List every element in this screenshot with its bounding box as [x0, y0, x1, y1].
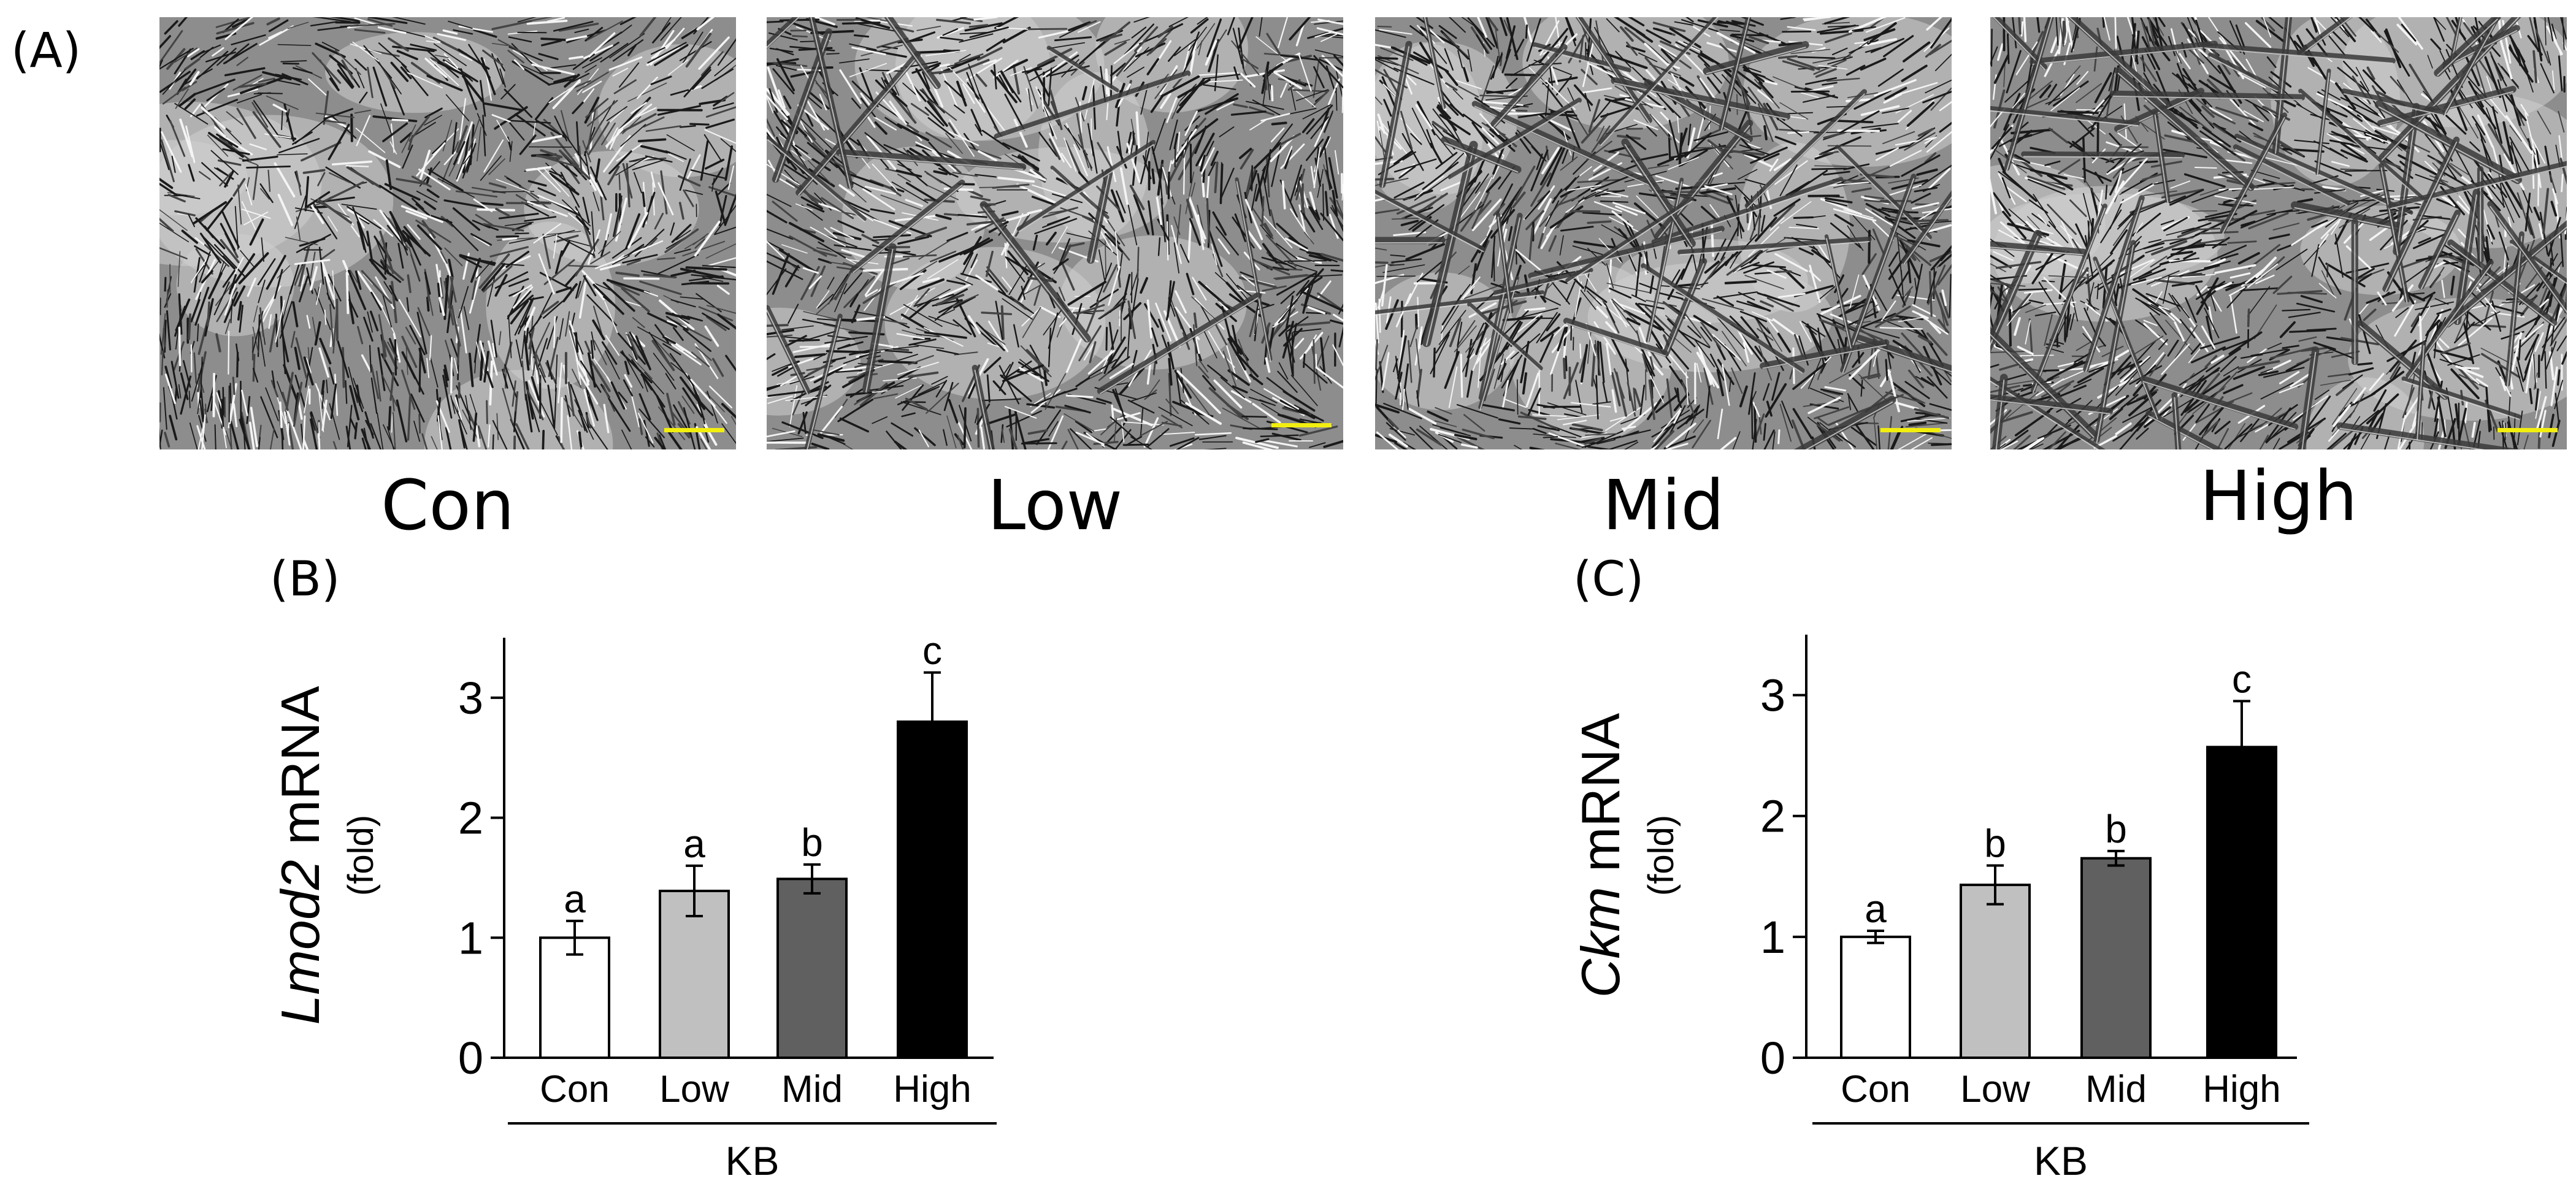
- x-tick-label: High: [2202, 1068, 2281, 1110]
- micrograph-caption-con: Con: [381, 466, 515, 546]
- y-axis-suffix: mRNA: [1570, 713, 1631, 887]
- y-axis-label: Ckm mRNA: [1570, 713, 1631, 998]
- bar-high: [897, 720, 968, 1059]
- significance-letter: a: [1865, 887, 1887, 931]
- y-axis-label: Lmod2 mRNA: [270, 686, 331, 1025]
- y-tick-label: 0: [458, 1033, 483, 1083]
- x-axis-label: KB: [725, 1138, 779, 1183]
- significance-letter: b: [801, 820, 823, 865]
- x-tick-label: High: [893, 1068, 972, 1110]
- bar-low: [659, 889, 730, 1059]
- bar-con: [539, 936, 610, 1060]
- micrograph-caption-high: High: [2199, 457, 2358, 537]
- scale-bar: [1880, 428, 1941, 432]
- bar-mid: [776, 877, 848, 1060]
- significance-letter: b: [2105, 807, 2127, 851]
- bar-con: [1840, 935, 1911, 1060]
- y-axis-sublabel: (fold): [1641, 815, 1681, 896]
- scale-bar: [664, 428, 724, 432]
- scale-bar: [2497, 428, 2558, 432]
- y-axis-gene: Ckm: [1570, 887, 1631, 998]
- bar-low: [1960, 884, 2031, 1059]
- x-tick-label: Low: [659, 1068, 729, 1110]
- micrograph-low: [767, 17, 1343, 449]
- y-tick-label: 3: [458, 673, 483, 724]
- y-tick-label: 3: [1760, 670, 1785, 721]
- bar-mid: [2080, 857, 2152, 1059]
- significance-letter: a: [683, 822, 705, 866]
- scale-bar: [1271, 423, 1332, 427]
- significance-letter: c: [922, 629, 942, 673]
- panel-label-b: (B): [270, 552, 340, 607]
- bar-high: [2206, 746, 2277, 1060]
- y-tick-label: 1: [1760, 912, 1785, 963]
- micrograph-mid: [1375, 17, 1952, 449]
- significance-letter: c: [2232, 657, 2252, 701]
- y-axis-gene: Lmod2: [270, 860, 331, 1025]
- y-axis-sublabel: (fold): [341, 815, 381, 896]
- significance-letter: b: [1984, 822, 2006, 866]
- x-tick-label: Con: [540, 1068, 610, 1110]
- y-tick-label: 0: [1760, 1033, 1785, 1083]
- x-axis-label: KB: [2034, 1138, 2088, 1183]
- y-tick-label: 2: [458, 793, 483, 844]
- significance-letter: a: [564, 877, 586, 921]
- y-tick-label: 2: [1760, 791, 1785, 842]
- x-tick-label: Con: [1841, 1068, 1911, 1110]
- x-tick-label: Low: [1960, 1068, 2030, 1110]
- y-axis-suffix: mRNA: [270, 686, 331, 860]
- panel-label-a: (A): [11, 23, 82, 78]
- micrograph-high: [1990, 17, 2567, 449]
- x-tick-label: Mid: [781, 1068, 843, 1110]
- x-tick-label: Mid: [2085, 1068, 2147, 1110]
- panel-label-c: (C): [1573, 552, 1644, 607]
- micrograph-con: [159, 17, 736, 449]
- micrograph-caption-low: Low: [987, 466, 1123, 546]
- y-tick-label: 1: [458, 912, 483, 963]
- micrograph-caption-mid: Mid: [1602, 466, 1725, 546]
